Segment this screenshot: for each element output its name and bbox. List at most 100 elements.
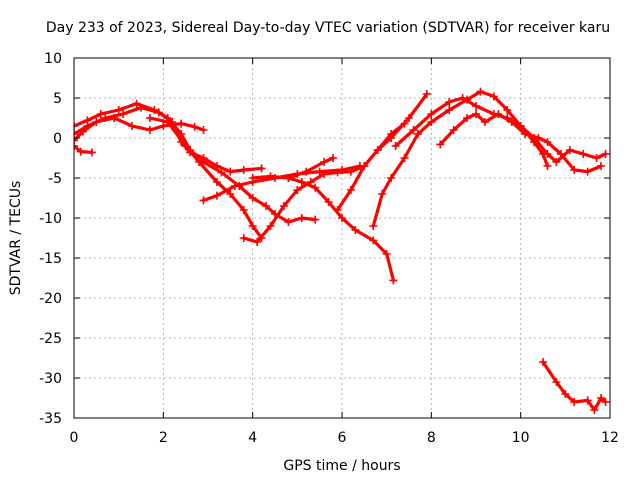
data-point-marker [579,150,588,158]
data-point-marker [472,102,480,110]
data-point-marker [409,126,418,134]
plot-series [74,87,610,414]
data-point-marker [248,222,257,230]
data-point-marker [230,182,239,190]
data-point-marker [87,148,96,157]
data-point-marker [552,378,561,386]
x-tick-label: 2 [159,430,168,446]
data-point-marker [119,110,128,118]
series-track-9 [286,156,335,180]
data-point-marker [154,108,163,117]
data-point-marker [92,118,101,126]
data-point-marker [199,126,208,134]
data-point-marker [427,118,436,126]
data-point-marker [163,118,172,126]
data-point-marker [507,118,516,126]
data-point-marker [333,168,342,177]
data-point-marker [257,164,266,173]
data-point-marker [320,170,329,178]
data-point-marker [324,198,333,206]
data-point-marker [177,119,186,128]
x-tick-label: 8 [427,430,436,446]
data-point-marker [583,396,592,405]
data-point-marker [145,114,154,122]
data-point-marker [159,122,168,130]
data-point-marker [543,150,552,158]
data-point-marker [329,154,338,162]
data-point-marker [266,172,275,181]
x-tick-label: 0 [70,430,79,446]
data-point-marker [445,106,454,114]
data-point-marker [226,190,235,198]
y-tick-label: 10 [44,51,62,67]
data-point-marker [239,234,248,242]
data-point-marker [145,126,154,134]
data-point-marker [110,114,119,122]
data-point-marker [489,92,498,101]
data-point-marker [279,202,288,210]
data-point-marker [494,110,503,118]
data-point-marker [114,106,123,114]
data-point-marker [601,150,610,158]
y-axis-label: SDTVAR / TECUs [8,181,24,296]
data-point-marker [74,122,78,130]
data-point-marker [378,190,387,198]
data-point-marker [427,110,436,118]
chart-title: Day 233 of 2023, Sidereal Day-to-day VTE… [46,20,610,36]
y-tick-label: -25 [39,331,62,347]
data-point-marker [400,154,409,162]
data-point-marker [338,214,346,222]
data-point-marker [74,130,78,138]
data-point-marker [391,142,400,150]
y-tick-label: -20 [39,291,62,307]
y-tick-label: -10 [39,211,62,227]
data-point-marker [253,238,262,246]
y-tick-label: 5 [53,91,62,107]
data-point-marker [369,222,378,230]
data-point-marker [212,162,221,170]
data-point-marker [552,158,561,166]
data-point-marker [413,130,422,138]
data-point-marker [199,154,208,162]
y-tick-label: -35 [39,411,62,427]
data-point-marker [592,154,601,162]
series-track-3 [74,116,206,142]
data-point-marker [76,147,85,156]
data-point-marker [422,90,431,98]
data-point-marker [293,186,302,194]
data-point-marker [597,394,606,402]
data-point-marker [78,127,87,136]
data-point-marker [190,122,199,131]
grid-lines [74,58,610,418]
data-point-marker [333,206,342,214]
data-point-marker [463,114,472,122]
data-point-marker [239,166,248,174]
data-point-marker [311,215,320,224]
data-point-marker [248,194,257,202]
data-point-marker [436,140,445,149]
data-point-marker [561,390,570,398]
data-point-marker [382,250,391,258]
data-point-marker [521,130,530,138]
data-point-marker [346,186,355,194]
y-tick-label: -5 [48,171,62,187]
data-point-marker [315,167,324,176]
data-point-marker [297,214,306,222]
data-point-marker [137,103,145,112]
x-axis-label: GPS time / hours [283,458,400,474]
data-point-marker [369,236,378,245]
data-point-marker [445,98,454,106]
data-point-marker [570,166,579,174]
x-tick-label: 10 [512,430,530,446]
data-point-marker [320,158,329,166]
data-point-marker [590,406,599,414]
data-point-marker [262,202,271,210]
data-point-marker [472,110,480,118]
data-point-marker [199,196,208,205]
y-tick-label: -30 [39,371,62,387]
data-point-marker [534,134,543,142]
data-point-marker [601,398,610,406]
data-point-marker [74,142,78,150]
